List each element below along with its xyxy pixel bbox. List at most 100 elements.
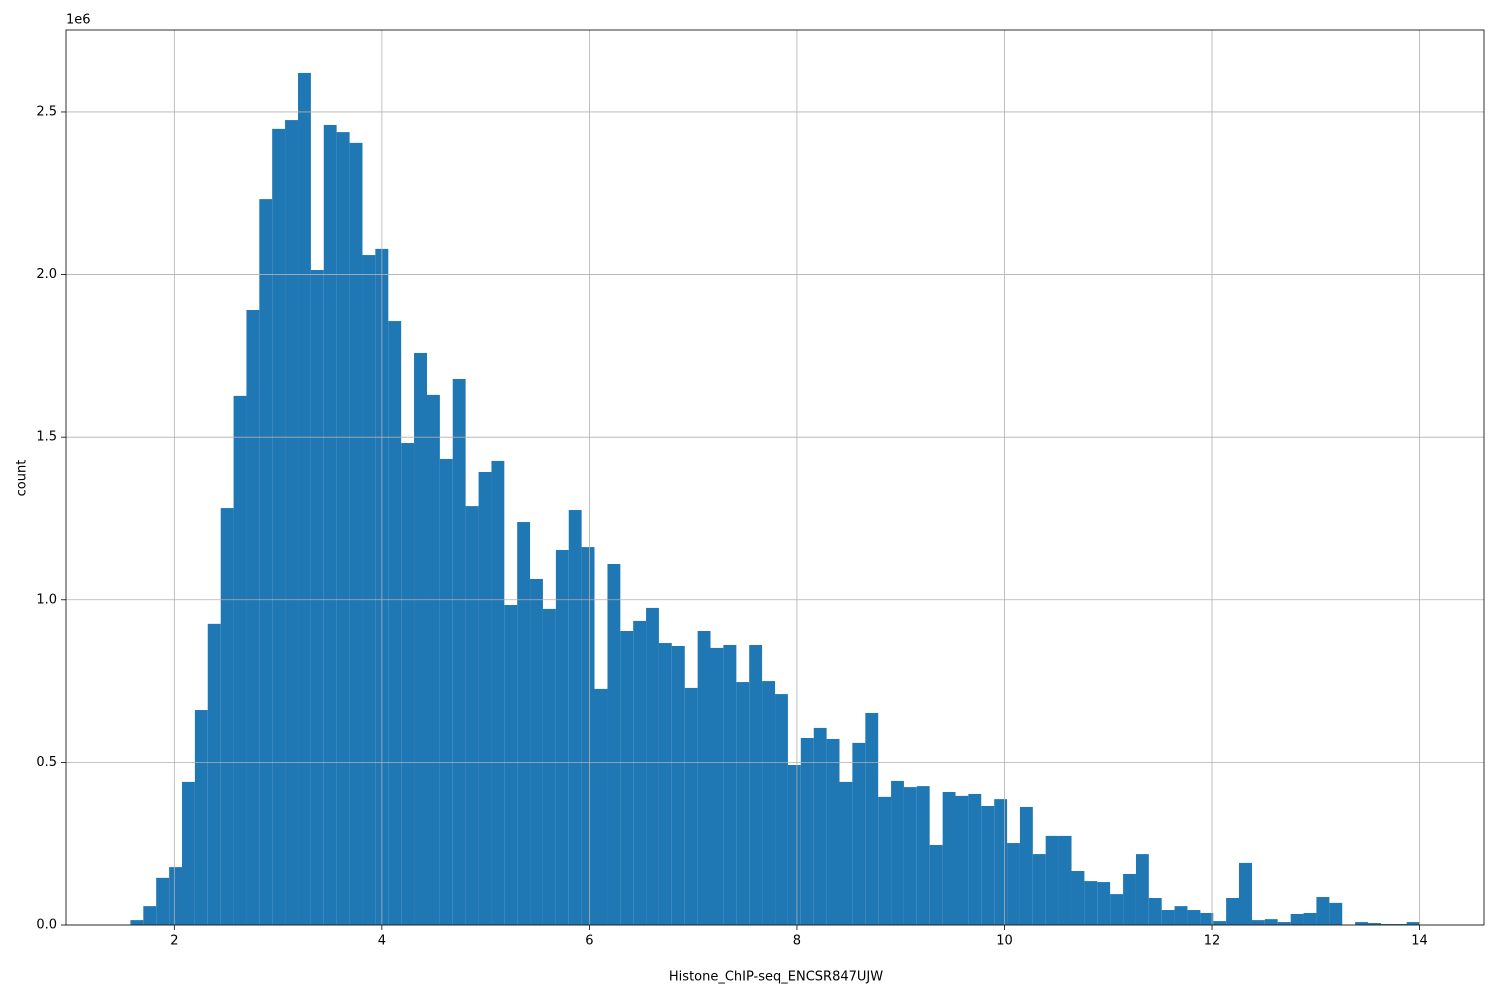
bar <box>1251 920 1265 925</box>
y-offset-label: 1e6 <box>66 13 91 28</box>
bar <box>968 793 982 925</box>
bar <box>478 471 492 925</box>
x-tick-label: 4 <box>378 934 386 949</box>
bar <box>272 128 286 925</box>
bar <box>427 394 440 925</box>
bar <box>697 631 711 925</box>
y-tick-label: 1.5 <box>36 430 57 445</box>
bar <box>143 906 157 925</box>
x-tick-label: 8 <box>793 934 801 949</box>
bar <box>658 643 672 925</box>
x-tick-label: 10 <box>996 934 1013 949</box>
bar <box>194 710 208 925</box>
bar <box>1239 862 1252 925</box>
bar <box>581 547 595 925</box>
bar <box>736 682 750 925</box>
bar <box>607 564 621 925</box>
bar <box>994 799 1008 925</box>
bar <box>530 578 543 925</box>
bar <box>775 694 788 925</box>
bar <box>1174 906 1188 925</box>
bar <box>1058 835 1072 925</box>
bar <box>955 795 969 925</box>
bar <box>156 877 170 925</box>
bar <box>362 255 376 925</box>
bar <box>929 844 943 925</box>
bar <box>671 645 685 925</box>
bar <box>323 124 337 925</box>
bar <box>1019 806 1033 925</box>
bar <box>465 506 479 925</box>
y-tick-label: 0.0 <box>36 918 57 933</box>
bar <box>1007 843 1020 925</box>
bar <box>504 604 518 925</box>
bar <box>310 270 324 926</box>
bar <box>130 920 144 925</box>
bar <box>903 787 917 925</box>
bar <box>1187 910 1201 925</box>
bar <box>349 142 363 925</box>
x-tick-label: 14 <box>1411 934 1428 949</box>
y-tick-label: 2.0 <box>36 267 57 282</box>
y-tick-label: 2.5 <box>36 104 57 119</box>
bar <box>1213 921 1227 925</box>
bar <box>1032 854 1046 925</box>
bar <box>942 791 956 925</box>
bar <box>865 712 879 925</box>
bar <box>1097 882 1111 925</box>
bar <box>233 395 247 926</box>
bar <box>1226 898 1240 925</box>
y-tick-label: 0.5 <box>36 755 57 770</box>
bar <box>787 764 801 925</box>
bar <box>839 781 853 925</box>
bar <box>182 781 195 925</box>
bar <box>491 460 505 925</box>
bar <box>749 644 763 925</box>
bar <box>1406 922 1420 925</box>
plot-frame <box>65 29 1485 926</box>
bar <box>246 310 260 926</box>
bar <box>594 688 608 925</box>
bar <box>762 681 776 925</box>
bar <box>620 631 634 925</box>
bar <box>401 443 415 925</box>
bar <box>1123 873 1136 925</box>
bar <box>1277 922 1291 925</box>
bar <box>878 796 892 925</box>
bar <box>1355 922 1368 925</box>
bar <box>813 727 827 925</box>
bar <box>1161 910 1175 925</box>
bar <box>1110 894 1124 925</box>
bar <box>207 623 221 925</box>
bar <box>1264 919 1278 925</box>
x-tick-label: 2 <box>170 934 178 949</box>
bar <box>439 458 453 925</box>
bar <box>1329 902 1343 925</box>
y-tick-label: 1.0 <box>36 592 57 607</box>
bar <box>1148 898 1162 925</box>
bar <box>169 867 183 925</box>
bar <box>1367 923 1381 925</box>
bar <box>414 352 428 925</box>
bar <box>1380 924 1394 925</box>
x-tick-label: 12 <box>1204 934 1221 949</box>
bar <box>891 780 904 925</box>
bar <box>452 378 466 925</box>
y-axis-label: count <box>15 460 30 497</box>
bar <box>684 687 698 925</box>
x-axis-label: Histone_ChIP-seq_ENCSR847UJW <box>669 970 883 985</box>
bar <box>542 608 556 925</box>
bar <box>916 786 930 925</box>
bar <box>388 321 402 925</box>
bar <box>1393 924 1407 925</box>
bar <box>633 620 647 925</box>
bar <box>1200 912 1214 925</box>
bar <box>826 738 840 925</box>
bar <box>981 805 995 925</box>
x-tick-label: 6 <box>585 934 593 949</box>
bar <box>1135 854 1149 925</box>
bar <box>1045 835 1059 925</box>
bar <box>1316 897 1330 925</box>
bar <box>723 644 737 925</box>
